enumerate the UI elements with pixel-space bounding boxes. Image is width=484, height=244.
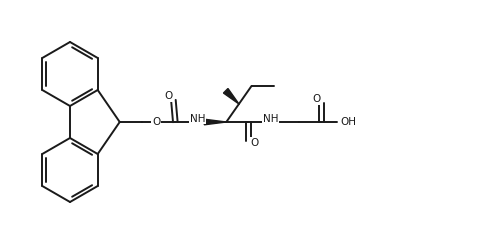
Text: OH: OH: [340, 117, 356, 127]
Text: NH: NH: [190, 113, 205, 123]
Polygon shape: [204, 119, 227, 125]
Polygon shape: [224, 89, 239, 104]
Text: O: O: [152, 117, 160, 127]
Text: O: O: [250, 138, 258, 148]
Text: O: O: [164, 91, 172, 101]
Text: O: O: [312, 94, 320, 104]
Text: NH: NH: [262, 113, 278, 123]
